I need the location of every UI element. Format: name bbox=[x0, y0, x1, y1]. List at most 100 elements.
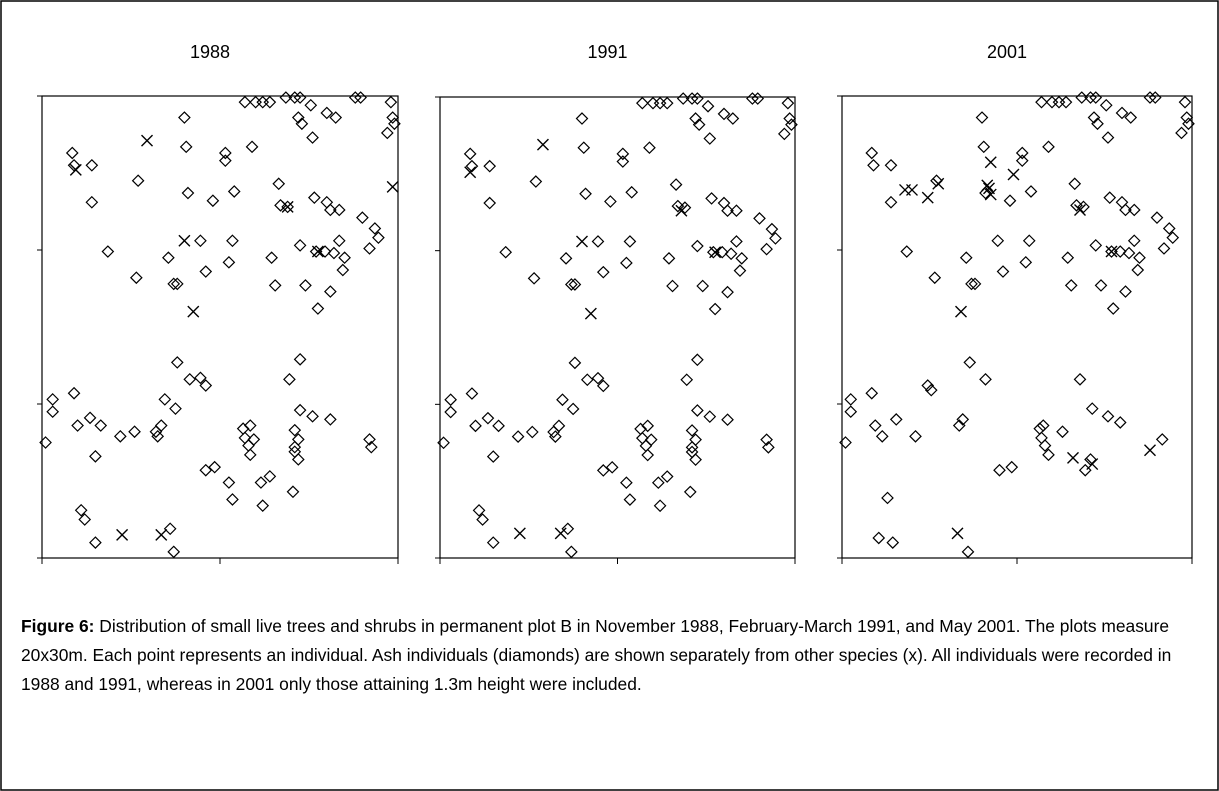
diamond-point bbox=[1127, 203, 1141, 217]
diamond-point bbox=[591, 371, 605, 385]
diamond-point bbox=[324, 285, 337, 298]
diamond-point bbox=[959, 251, 973, 265]
diamond-point bbox=[580, 373, 594, 387]
x-point bbox=[932, 177, 945, 190]
diamond-point bbox=[170, 277, 184, 291]
diamond-point bbox=[1162, 222, 1176, 235]
diamond-point bbox=[236, 422, 250, 435]
diamond-point bbox=[703, 410, 717, 423]
diamond-point bbox=[685, 441, 699, 454]
diamond-point bbox=[388, 117, 401, 131]
diamond-point bbox=[306, 409, 319, 423]
diamond-point bbox=[265, 251, 278, 265]
diamond-point bbox=[726, 112, 740, 125]
diamond-point bbox=[909, 429, 922, 443]
diamond-point bbox=[868, 419, 882, 432]
diamond-point bbox=[293, 239, 307, 252]
diamond-point bbox=[281, 200, 294, 214]
diamond-point bbox=[1042, 448, 1055, 462]
diamond-point bbox=[685, 424, 699, 437]
diamond-point bbox=[717, 196, 731, 210]
diamond-point bbox=[685, 92, 699, 105]
x-point bbox=[981, 179, 994, 192]
diamond-point bbox=[1003, 194, 1017, 208]
diamond-point bbox=[783, 112, 797, 125]
x-point bbox=[584, 307, 597, 320]
diamond-point bbox=[839, 436, 852, 449]
diamond-point bbox=[469, 419, 482, 433]
diamond-point bbox=[1061, 251, 1075, 265]
x-point bbox=[1007, 168, 1020, 181]
diamond-point bbox=[167, 277, 181, 291]
diamond-point bbox=[1052, 95, 1066, 109]
x-point bbox=[675, 204, 688, 217]
diamond-point bbox=[965, 277, 978, 291]
diamond-point bbox=[568, 356, 582, 370]
diamond-point bbox=[154, 419, 168, 432]
diamond-point bbox=[760, 433, 773, 447]
diamond-point bbox=[889, 413, 903, 426]
diamond-point bbox=[332, 234, 346, 248]
diamond-point bbox=[1143, 91, 1157, 104]
diamond-point bbox=[1119, 203, 1132, 217]
diamond-point bbox=[318, 245, 332, 258]
diamond-point bbox=[78, 513, 92, 526]
diamond-point bbox=[206, 194, 220, 208]
diamond-point bbox=[616, 155, 630, 168]
diamond-point bbox=[1133, 251, 1146, 265]
diamond-point bbox=[769, 232, 782, 245]
diamond-point bbox=[227, 185, 241, 198]
diamond-point bbox=[199, 379, 213, 392]
diamond-point bbox=[653, 96, 667, 110]
diamond-point bbox=[1073, 373, 1087, 386]
diamond-point bbox=[238, 431, 252, 445]
diamond-point bbox=[685, 445, 699, 459]
diamond-point bbox=[288, 445, 302, 459]
diamond-point bbox=[288, 91, 302, 104]
diamond-point bbox=[1015, 154, 1029, 168]
diamond-point bbox=[724, 247, 738, 261]
diamond-point bbox=[483, 159, 497, 173]
diamond-point bbox=[753, 212, 766, 225]
diamond-point bbox=[565, 545, 578, 559]
diamond-point bbox=[1113, 245, 1127, 258]
diamond-point bbox=[170, 356, 184, 369]
diamond-point bbox=[751, 92, 765, 105]
x-point bbox=[1105, 245, 1118, 258]
x-point bbox=[554, 527, 567, 540]
diamond-point bbox=[1119, 285, 1132, 298]
diamond-point bbox=[765, 222, 779, 236]
diamond-point bbox=[884, 158, 898, 172]
diamond-point bbox=[577, 141, 591, 155]
diamond-point bbox=[263, 95, 277, 109]
diamond-point bbox=[444, 405, 457, 419]
diamond-point bbox=[643, 141, 656, 155]
diamond-point bbox=[463, 147, 477, 161]
diamond-point bbox=[596, 464, 610, 477]
diamond-point bbox=[623, 235, 637, 248]
x-point bbox=[69, 163, 82, 176]
diamond-point bbox=[243, 419, 257, 432]
diamond-point bbox=[386, 111, 400, 124]
diamond-point bbox=[1178, 95, 1192, 109]
diamond-point bbox=[559, 252, 573, 265]
diamond-point bbox=[1103, 191, 1117, 204]
diamond-point bbox=[1089, 239, 1103, 252]
plot-title: 1991 bbox=[587, 42, 627, 62]
diamond-point bbox=[691, 404, 704, 417]
diamond-point bbox=[149, 425, 163, 439]
diamond-point bbox=[291, 453, 305, 466]
plot-frame bbox=[439, 96, 796, 559]
diamond-point bbox=[181, 186, 195, 200]
diamond-point bbox=[348, 91, 362, 104]
x-point bbox=[187, 305, 200, 318]
diamond-point bbox=[163, 522, 177, 536]
diamond-point bbox=[299, 279, 312, 292]
diamond-point bbox=[327, 246, 341, 260]
diamond-point bbox=[1075, 91, 1089, 104]
diamond-point bbox=[669, 178, 683, 191]
diamond-point bbox=[1068, 177, 1082, 191]
diamond-point bbox=[372, 231, 385, 245]
diamond-point bbox=[1155, 433, 1169, 446]
